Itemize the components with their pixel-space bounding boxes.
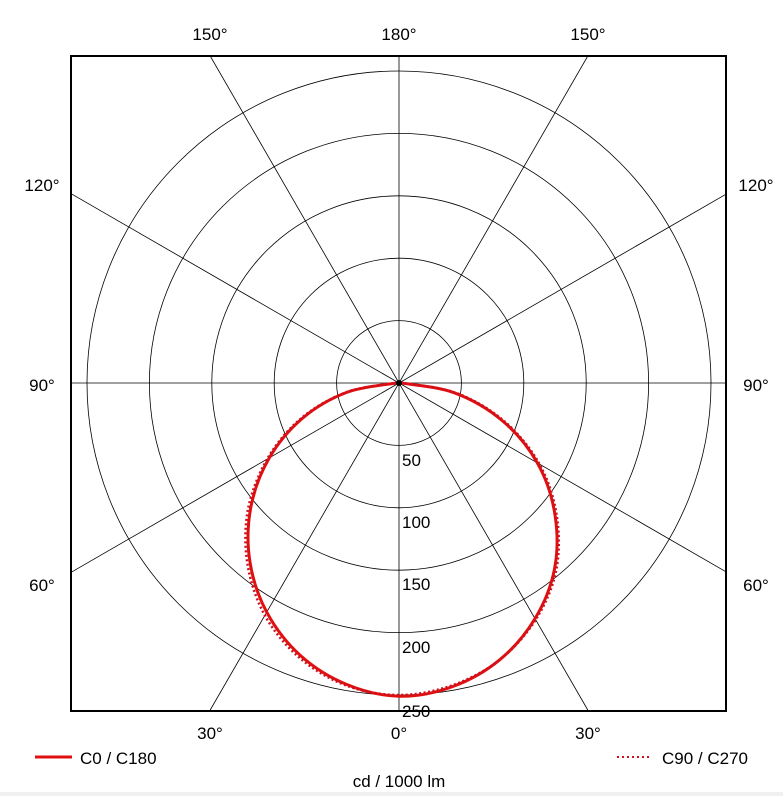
legend-label-c90-c270: C90 / C270 bbox=[662, 749, 748, 768]
angle-label-90-left: 90° bbox=[29, 376, 55, 395]
radial-tick-label: 150 bbox=[402, 575, 430, 594]
radial-tick-label: 200 bbox=[402, 638, 430, 657]
angle-label-150-left: 150° bbox=[192, 25, 227, 44]
curves bbox=[244, 381, 561, 698]
angle-label-180: 180° bbox=[381, 25, 416, 44]
angle-label-60-right: 60° bbox=[743, 576, 769, 595]
unit-label: cd / 1000 lm bbox=[353, 772, 446, 791]
legend-label-c0-c180: C0 / C180 bbox=[80, 749, 157, 768]
radial-tick-label: 50 bbox=[402, 451, 421, 470]
angle-label-0: 0° bbox=[391, 724, 407, 743]
angle-label-30-right: 30° bbox=[575, 724, 601, 743]
angle-label-150-right: 150° bbox=[570, 25, 605, 44]
radial-tick-label: 100 bbox=[402, 513, 430, 532]
angle-label-90-right: 90° bbox=[743, 376, 769, 395]
angle-label-60-left: 60° bbox=[29, 576, 55, 595]
angle-label-120-left: 120° bbox=[24, 176, 59, 195]
plot-frame bbox=[70, 55, 727, 712]
bottom-strip bbox=[0, 792, 783, 796]
center-point bbox=[396, 380, 402, 386]
series-curve-c0-c180 bbox=[246, 381, 559, 698]
angle-label-30-left: 30° bbox=[197, 724, 223, 743]
angle-label-120-right: 120° bbox=[738, 176, 773, 195]
radial-tick-label: 250 bbox=[402, 702, 430, 721]
